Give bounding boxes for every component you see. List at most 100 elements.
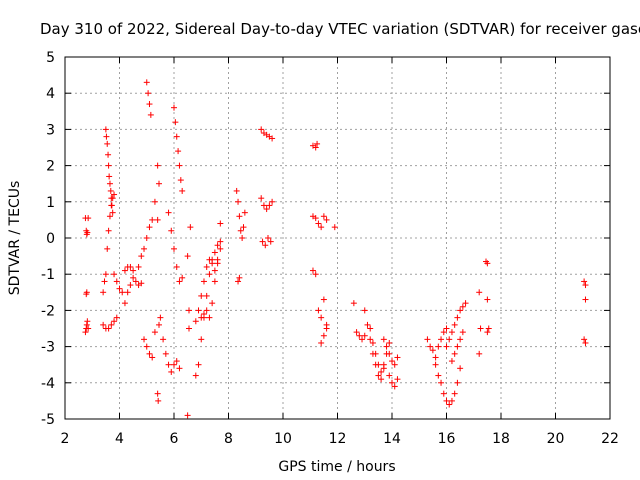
series-arc-3.6-low <box>100 314 120 332</box>
data-point <box>108 202 115 209</box>
data-point <box>477 325 484 332</box>
data-point <box>438 336 445 343</box>
data-point <box>127 263 134 270</box>
data-point <box>323 321 330 328</box>
y-tick-label: -4 <box>41 376 55 392</box>
data-point <box>217 220 224 227</box>
data-point <box>462 300 469 307</box>
y-tick-labels: -5 -4 -3 -2 -1 0 1 2 3 4 5 <box>41 50 55 428</box>
series-arc-16.3-rise <box>443 300 469 350</box>
data-point <box>105 325 112 332</box>
data-point <box>367 336 374 343</box>
data-point <box>176 365 183 372</box>
x-tick-label: 2 <box>61 431 70 447</box>
data-point <box>149 216 156 223</box>
chart-title: Day 310 of 2022, Sidereal Day-to-day VTE… <box>40 20 640 38</box>
data-point <box>484 260 491 267</box>
data-point <box>350 300 357 307</box>
data-point <box>217 238 224 245</box>
data-point <box>141 245 148 252</box>
series-arc-5.5 <box>151 198 183 375</box>
data-point <box>141 336 148 343</box>
data-point <box>438 379 445 386</box>
x-tick-label: 22 <box>601 431 619 447</box>
series-arc-11.5-low <box>318 224 338 346</box>
data-point <box>203 292 210 299</box>
data-point <box>380 336 387 343</box>
data-point <box>451 350 458 357</box>
data-point <box>240 224 247 231</box>
data-point <box>314 140 321 147</box>
data-point <box>111 318 118 325</box>
x-tick-label: 20 <box>547 431 565 447</box>
y-tick-label: 5 <box>46 50 55 66</box>
data-point <box>124 289 131 296</box>
data-point <box>320 296 327 303</box>
series-arc-7.0-b <box>192 245 224 325</box>
data-point <box>175 148 182 155</box>
data-point <box>198 336 205 343</box>
data-point <box>451 321 458 328</box>
series-arc-5.4-iso <box>154 162 163 404</box>
data-point <box>156 321 163 328</box>
data-point <box>138 280 145 287</box>
data-point <box>427 343 434 350</box>
data-point <box>168 368 175 375</box>
data-point <box>106 173 113 180</box>
data-point <box>119 289 126 296</box>
data-point <box>260 202 267 209</box>
data-point <box>211 267 218 274</box>
data-point <box>457 365 464 372</box>
data-point <box>372 350 379 357</box>
data-point <box>320 332 327 339</box>
series-arc-14.0-low <box>386 372 401 390</box>
x-tick-label: 10 <box>274 431 292 447</box>
data-point <box>143 235 150 241</box>
series-arc-7.0-a <box>192 220 224 379</box>
data-point <box>206 271 213 278</box>
data-point <box>356 332 363 339</box>
data-point <box>105 151 112 158</box>
data-point <box>209 300 216 307</box>
data-point <box>320 213 327 220</box>
y-tick-label: 1 <box>46 195 55 211</box>
x-tick-label: 4 <box>115 431 124 447</box>
data-point <box>105 162 112 169</box>
data-point <box>184 412 191 419</box>
data-point <box>386 339 393 346</box>
data-point <box>198 292 205 299</box>
series-arc-9.3-mid <box>258 195 276 213</box>
data-point <box>448 358 455 365</box>
data-point <box>236 213 243 220</box>
data-point <box>459 329 466 336</box>
data-point <box>135 263 142 270</box>
data-point <box>84 318 91 325</box>
data-point <box>130 274 137 281</box>
data-point <box>454 314 461 321</box>
data-point <box>241 209 248 216</box>
data-point <box>165 361 172 368</box>
data-point <box>432 354 439 361</box>
series-arc-4.8-rise <box>135 216 156 270</box>
data-point <box>146 350 153 357</box>
series-arc-15.5 <box>424 325 450 361</box>
y-axis-label: SDTVAR / TECUs <box>7 181 23 296</box>
data-point <box>318 224 325 231</box>
data-point <box>104 245 111 252</box>
data-point <box>386 372 393 379</box>
data-point <box>154 390 161 397</box>
data-point <box>109 209 116 216</box>
data-point <box>108 195 115 202</box>
data-point <box>214 242 221 249</box>
data-point <box>435 372 442 379</box>
data-point <box>106 213 113 220</box>
x-tick-label: 18 <box>492 431 510 447</box>
data-point <box>262 242 269 249</box>
data-point <box>116 285 123 292</box>
data-point <box>195 307 202 314</box>
data-point <box>318 339 325 346</box>
series-arc-5.0-low <box>141 329 158 361</box>
data-point <box>359 336 366 343</box>
series-arc-9.3-low <box>259 235 274 249</box>
